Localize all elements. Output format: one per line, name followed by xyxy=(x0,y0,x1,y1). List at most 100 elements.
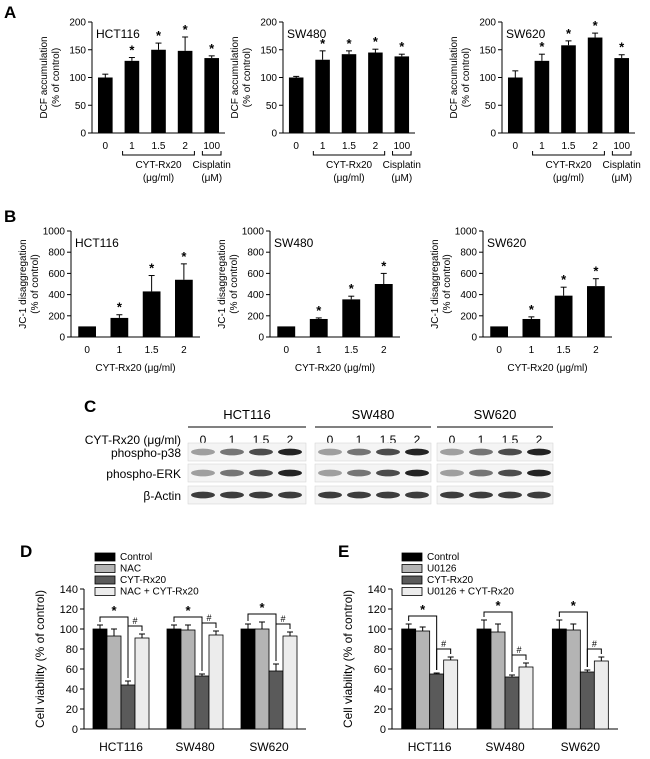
legend-label: Control xyxy=(120,552,152,563)
significance-star: * xyxy=(399,39,405,54)
y-tick-label: 150 xyxy=(69,45,86,56)
legend-label: Control xyxy=(427,552,459,563)
panel-label-c: C xyxy=(84,397,96,416)
x-tick-label: 1 xyxy=(320,141,326,152)
blot-band xyxy=(278,469,302,477)
x-tick-label: 0 xyxy=(84,345,90,356)
y-tick-label: 150 xyxy=(260,45,277,56)
blot-cell-line-label: HCT116 xyxy=(223,407,270,422)
panel-label-a: A xyxy=(4,3,16,22)
legend-label: U0126 + CYT-Rx20 xyxy=(427,587,514,598)
y-tick-label: 0 xyxy=(59,333,65,344)
significance-star: * xyxy=(420,602,426,617)
blot-band xyxy=(376,469,400,477)
y-axis-label: Cell viability (% of control) xyxy=(33,590,47,728)
blot-strip xyxy=(314,463,432,483)
significance-star: * xyxy=(566,26,572,41)
y-tick-label: 100 xyxy=(60,624,78,636)
cell-line-title: SW620 xyxy=(487,236,527,250)
blot-lane-label: 1 xyxy=(356,433,363,447)
bar xyxy=(554,295,573,337)
blot-band xyxy=(318,448,342,456)
blot-lane-label: 2 xyxy=(287,433,294,447)
panel-label-e: E xyxy=(338,542,349,561)
significance-star: * xyxy=(156,28,162,43)
x-tick-label: SW620 xyxy=(561,740,601,754)
significance-star: * xyxy=(111,603,117,618)
bar xyxy=(490,326,508,337)
group-bracket xyxy=(611,151,632,156)
bar xyxy=(288,77,304,133)
x-tick-label: 1 xyxy=(316,345,322,356)
legend-label: CYT-Rx20 xyxy=(427,575,474,586)
y-tick-label: 200 xyxy=(48,311,65,322)
blot-band xyxy=(469,491,493,499)
significance-star: * xyxy=(209,41,215,56)
y-tick-label: 600 xyxy=(460,269,477,280)
y-axis-label: JC-1 disaggregation xyxy=(430,239,441,329)
y-axis-label: (% of control) xyxy=(242,48,253,107)
y-tick-label: 50 xyxy=(75,101,87,112)
y-tick-label: 20 xyxy=(66,704,78,716)
bar xyxy=(507,77,523,133)
bar xyxy=(204,58,220,134)
bar xyxy=(614,58,630,134)
bar xyxy=(341,54,357,133)
significance-hash: # xyxy=(592,639,597,649)
bar xyxy=(587,37,603,133)
group-label: Cisplatin xyxy=(603,160,641,171)
legend-swatch xyxy=(401,552,423,562)
y-tick-label: 80 xyxy=(374,644,386,656)
bar xyxy=(401,628,417,730)
blot-strip xyxy=(314,485,432,505)
bar xyxy=(240,628,256,730)
x-tick-label: 2 xyxy=(381,345,387,356)
bar xyxy=(194,675,210,730)
y-tick-label: 40 xyxy=(66,684,78,696)
y-tick-label: 1000 xyxy=(455,227,478,238)
group-label: Cisplatin xyxy=(383,160,421,171)
bar xyxy=(394,56,410,133)
significance-star: * xyxy=(129,43,135,58)
significance-star: * xyxy=(185,603,191,618)
blot-band xyxy=(498,491,522,499)
y-tick-label: 0 xyxy=(72,724,78,736)
bar xyxy=(522,318,541,337)
y-tick-label: 600 xyxy=(48,269,65,280)
x-tick-label: 1.5 xyxy=(557,345,571,356)
significance-star: * xyxy=(539,39,545,54)
panel-label-d: D xyxy=(20,542,32,561)
blot-band xyxy=(527,448,551,456)
bar xyxy=(106,635,122,730)
significance-bracket xyxy=(436,648,452,670)
x-tick-label: 2 xyxy=(181,345,187,356)
y-tick-label: 150 xyxy=(479,45,496,56)
y-tick-label: 40 xyxy=(374,684,386,696)
blot-lane-label: 2 xyxy=(536,433,543,447)
x-tick-label: 100 xyxy=(393,141,410,152)
blot-lane-label: 1 xyxy=(478,433,485,447)
y-tick-label: 100 xyxy=(69,73,86,84)
group-bracket xyxy=(532,151,605,156)
group-bracket xyxy=(392,151,412,156)
y-tick-label: 400 xyxy=(247,290,264,301)
significance-star: * xyxy=(381,258,387,273)
group-label: CYT-Rx20 xyxy=(326,160,373,171)
cell-line-title: SW480 xyxy=(274,236,314,250)
legend-label: CYT-Rx20 xyxy=(120,575,167,586)
bar xyxy=(208,634,224,730)
blot-band xyxy=(527,469,551,477)
blot-strip xyxy=(187,485,307,505)
group-label: CYT-Rx20 xyxy=(545,160,592,171)
bar xyxy=(177,50,193,133)
blot-strip xyxy=(436,485,554,505)
x-tick-label: 0 xyxy=(496,345,502,356)
bar xyxy=(429,673,445,730)
bar xyxy=(368,52,383,133)
significance-hash: # xyxy=(516,645,521,655)
blot-band xyxy=(220,469,244,477)
legend-swatch xyxy=(401,587,423,596)
cell-line-title: SW480 xyxy=(287,27,327,41)
significance-bracket xyxy=(408,615,438,670)
bar xyxy=(565,629,581,730)
